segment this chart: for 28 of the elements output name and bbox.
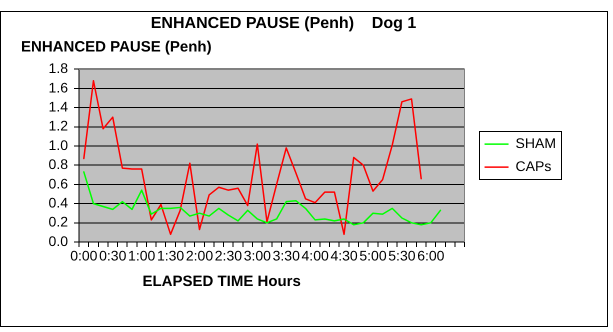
y-axis-title: ENHANCED PAUSE (Penh)	[21, 38, 212, 56]
x-axis-title: ELAPSED TIME Hours	[142, 273, 301, 290]
y-tick-label: 1.6	[48, 79, 68, 96]
x-tick-label: 4:30	[330, 247, 358, 264]
x-tick-label: 1:00	[128, 247, 156, 264]
y-tick-label: 1.0	[48, 136, 68, 153]
x-tick-label: 6:00	[417, 247, 445, 264]
x-tick-label: 0:00	[70, 247, 98, 264]
x-tick-label: 4:00	[302, 247, 329, 264]
x-tick-label: 3:30	[272, 247, 300, 264]
chart-title: ENHANCED PAUSE (Penh) Dog 1	[150, 15, 416, 32]
y-tick-label: 0.6	[48, 175, 68, 192]
y-tick-label: 0.2	[48, 214, 68, 230]
y-tick-label: 1.8	[48, 60, 68, 76]
y-tick-label: 0.0	[48, 232, 68, 249]
x-tick-label: 5:30	[388, 247, 416, 264]
y-tick-label: 0.4	[48, 194, 68, 210]
y-tick-label: 1.4	[48, 98, 68, 114]
legend-label: CAPs	[516, 158, 552, 174]
y-tick-label: 0.8	[48, 156, 68, 172]
x-tick-label: 2:00	[186, 247, 214, 264]
x-tick-label: 2:30	[214, 247, 242, 264]
x-tick-label: 1:30	[156, 247, 184, 264]
x-tick-label: 3:00	[244, 247, 272, 264]
legend-label: SHAM	[516, 134, 556, 151]
x-tick-label: 0:30	[99, 247, 127, 264]
y-tick-label: 1.2	[48, 118, 68, 134]
x-tick-label: 5:00	[359, 247, 387, 264]
